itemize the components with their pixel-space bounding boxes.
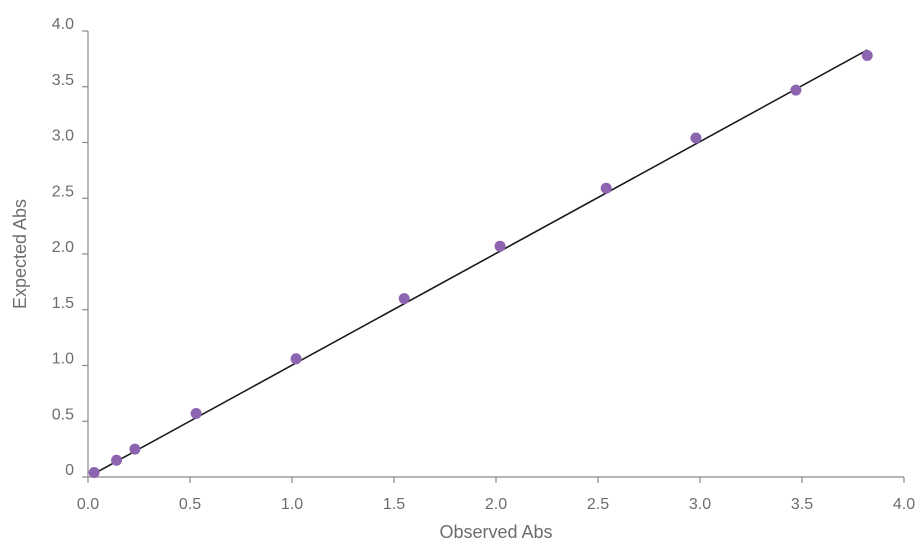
x-tick-label: 3.0 [689, 496, 711, 513]
y-ticks: 0 0.5 1.0 1.5 2.0 2.5 3.0 3.5 4.0 [52, 16, 88, 479]
y-tick-label: 3.0 [52, 128, 74, 145]
data-point [190, 407, 202, 419]
y-tick-label: 1.0 [52, 351, 74, 368]
y-tick-label: 4.0 [52, 16, 74, 33]
y-tick-label: 2.0 [52, 239, 74, 256]
y-tick-label: 0 [65, 462, 74, 479]
fit-line-group [93, 49, 868, 475]
x-tick-label: 4.0 [893, 496, 915, 513]
x-tick-label: 0.5 [179, 496, 201, 513]
y-tick-label: 3.5 [52, 72, 74, 89]
y-tick-label: 0.5 [52, 406, 74, 423]
x-ticks: 0.0 0.5 1.0 1.5 2.0 2.5 3.0 3.5 4.0 [77, 477, 915, 513]
y-tick-label: 2.5 [52, 183, 74, 200]
data-point [861, 50, 873, 62]
data-point [290, 353, 302, 365]
y-tick-label: 1.5 [52, 295, 74, 312]
data-point [494, 240, 506, 252]
data-point [690, 132, 702, 144]
x-tick-label: 2.0 [485, 496, 507, 513]
data-point [790, 84, 802, 96]
data-point [88, 467, 100, 479]
x-axis-title: Observed Abs [439, 522, 552, 542]
x-tick-label: 2.5 [587, 496, 609, 513]
data-point [129, 443, 141, 455]
data-point [600, 182, 612, 194]
data-points [88, 50, 873, 479]
x-tick-label: 3.5 [791, 496, 813, 513]
x-tick-label: 1.5 [383, 496, 405, 513]
x-tick-label: 0.0 [77, 496, 99, 513]
data-point [111, 454, 123, 466]
y-axis-title: Expected Abs [10, 199, 30, 309]
x-tick-label: 1.0 [281, 496, 303, 513]
data-point [398, 293, 410, 305]
fit-line [93, 49, 868, 475]
